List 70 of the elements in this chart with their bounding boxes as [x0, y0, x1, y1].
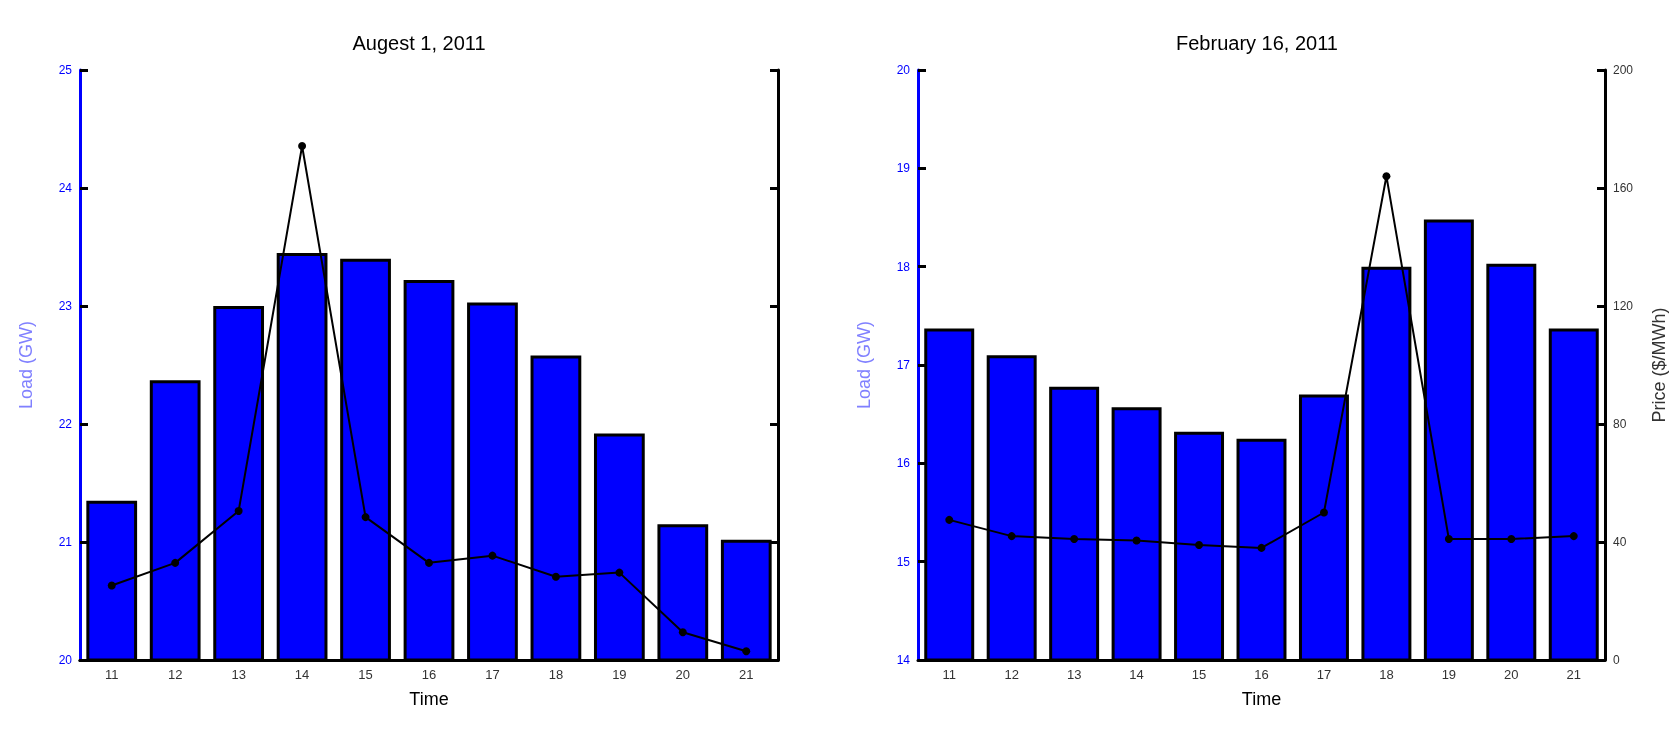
y2-tick-label: 200 — [1613, 63, 1634, 77]
x-axis-title: Time — [1241, 689, 1282, 709]
point — [945, 515, 954, 524]
x-tick-label: 17 — [485, 667, 500, 682]
x-tick-label: 16 — [1254, 667, 1269, 682]
y-tick-label: 15 — [896, 554, 911, 569]
x-tick-label: 13 — [1066, 667, 1082, 682]
y2-tick-label: 160 — [1613, 181, 1634, 195]
point — [361, 513, 370, 522]
chart-title: February 16, 2011 — [1176, 32, 1338, 54]
y-axis-title: Load (GW) — [16, 320, 36, 410]
y-axis-title: Load (GW) — [854, 320, 874, 410]
point — [1569, 532, 1578, 541]
point — [234, 506, 243, 515]
x-axis-title: Time — [409, 689, 449, 709]
x-tick-label: 19 — [1441, 667, 1457, 682]
point — [107, 581, 116, 590]
x-tick-label: 19 — [612, 667, 627, 682]
point — [425, 558, 433, 567]
y2-tick-label: 120 — [1613, 299, 1634, 313]
point — [1257, 543, 1266, 552]
y-tick-label: 23 — [58, 299, 73, 313]
y-tick-label: 16 — [896, 456, 911, 471]
x-tick-label: 12 — [1004, 667, 1019, 682]
y2-tick-label: 0 — [1613, 653, 1620, 667]
y-tick-label: 20 — [58, 653, 73, 667]
x-tick-label: 16 — [421, 667, 437, 682]
point — [171, 558, 180, 567]
point — [1007, 532, 1016, 541]
y-tick-label: 18 — [896, 259, 911, 274]
y-tick-label: 21 — [58, 535, 73, 549]
x-tick-label: 15 — [1191, 667, 1207, 682]
y2-tick-label: 80 — [1613, 417, 1627, 431]
x-tick-label: 14 — [294, 667, 310, 682]
point — [615, 568, 624, 577]
point — [1382, 172, 1391, 181]
point — [1195, 540, 1204, 549]
point — [678, 628, 687, 637]
x-tick-label: 11 — [942, 667, 956, 682]
x-tick-label: 21 — [1566, 667, 1582, 682]
y-tick-label: 22 — [58, 417, 73, 431]
y-tick-label: 17 — [896, 358, 911, 372]
point — [1132, 536, 1141, 545]
y-tick-label: 19 — [896, 161, 911, 176]
chart-title: Augest 1, 2011 — [352, 32, 486, 54]
y-tick-label: 20 — [896, 63, 911, 77]
y-tick-label: 24 — [58, 181, 73, 195]
x-tick-label: 13 — [231, 667, 246, 682]
point — [1507, 535, 1516, 544]
x-tick-label: 20 — [675, 667, 691, 682]
point — [1319, 508, 1328, 517]
point — [298, 142, 307, 150]
y-tick-label: 14 — [896, 653, 911, 667]
x-tick-label: 15 — [358, 667, 373, 682]
x-tick-label: 18 — [548, 667, 564, 682]
x-tick-label: 18 — [1379, 667, 1394, 682]
x-tick-label: 11 — [104, 667, 119, 682]
point — [1070, 535, 1079, 544]
point — [488, 551, 497, 560]
x-tick-label: 21 — [739, 667, 754, 682]
x-tick-label: 12 — [167, 667, 183, 682]
x-tick-label: 14 — [1129, 667, 1144, 682]
point — [1444, 535, 1453, 544]
point — [742, 647, 751, 656]
x-tick-label: 17 — [1316, 667, 1332, 682]
y-tick-label: 25 — [58, 63, 73, 77]
x-tick-label: 20 — [1504, 667, 1519, 682]
point — [551, 572, 560, 581]
y2-tick-label: 40 — [1613, 535, 1627, 549]
y2-axis-title: Price ($/MWh) — [1649, 307, 1669, 423]
